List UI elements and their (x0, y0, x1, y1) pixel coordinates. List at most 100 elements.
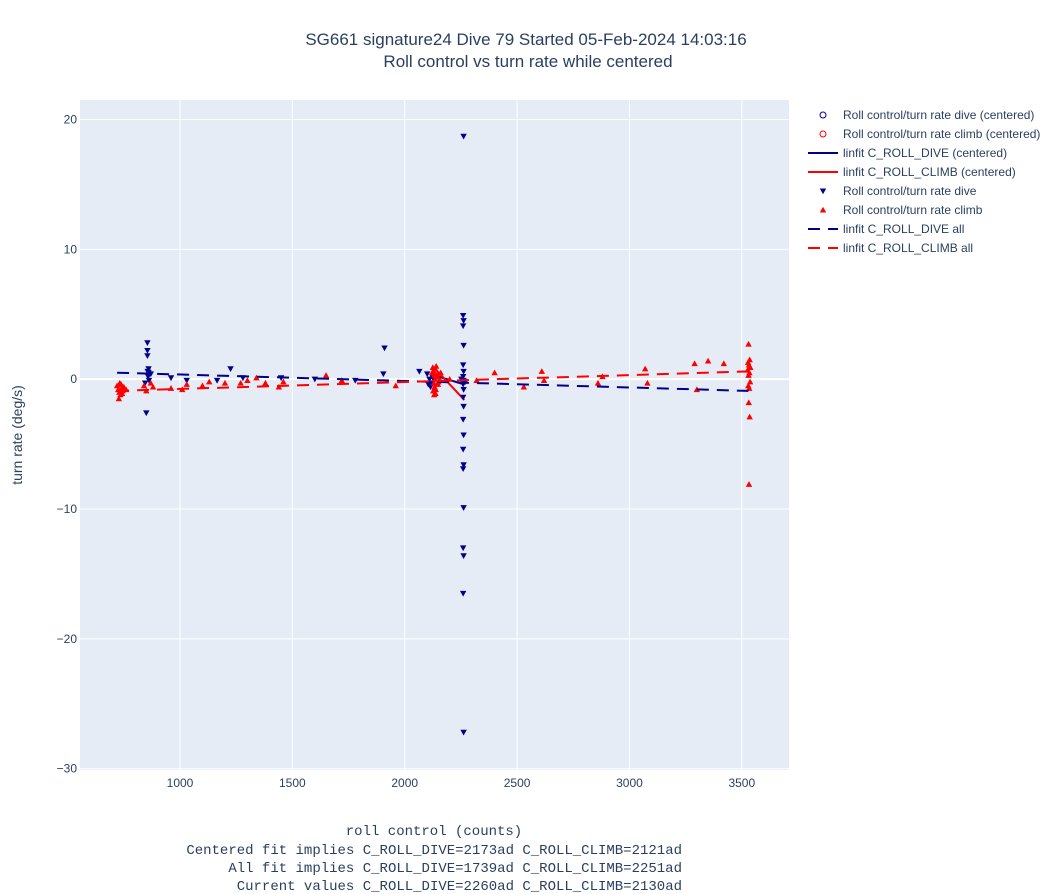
data-point (720, 360, 728, 367)
data-point (460, 505, 467, 511)
data-point (253, 374, 260, 381)
data-point (144, 353, 151, 359)
data-point (183, 377, 190, 384)
data-point (691, 360, 698, 367)
data-point (460, 368, 467, 375)
data-point (745, 340, 752, 347)
data-point (167, 385, 175, 391)
data-point (460, 462, 467, 469)
data-point (311, 376, 319, 383)
data-point (262, 379, 269, 386)
data-point (459, 323, 467, 330)
legend-item[interactable]: linfit C_ROLL_CLIMB all (808, 241, 973, 255)
data-point (460, 432, 467, 439)
legend-item[interactable]: linfit C_ROLL_DIVE all (808, 222, 964, 236)
data-point (423, 371, 431, 378)
data-point (460, 553, 467, 559)
grid-lines (80, 100, 789, 770)
data-point (460, 342, 467, 349)
data-point (416, 368, 423, 375)
data-point (144, 340, 151, 347)
x-axis-title: roll control (counts) (346, 824, 522, 840)
data-point (213, 377, 221, 384)
x-tick-label: 3500 (728, 776, 755, 790)
data-point (473, 377, 480, 384)
y-tick-label: 20 (64, 112, 78, 126)
data-point (147, 379, 154, 386)
series-7 (117, 370, 749, 392)
data-point (704, 357, 712, 364)
data-point (459, 545, 467, 552)
y-tick-label: −30 (57, 762, 78, 776)
data-point (237, 379, 244, 386)
data-point (460, 386, 467, 393)
data-point (380, 371, 387, 378)
x-axis-note-current-values: Current values C_ROLL_DIVE=2260ad C_ROLL… (237, 879, 682, 894)
data-point (147, 371, 154, 378)
data-point (426, 376, 433, 383)
data-point (459, 446, 467, 453)
data-point (540, 377, 548, 384)
y-tick-label: −10 (57, 502, 78, 516)
x-tick-label: 3000 (616, 776, 643, 790)
data-point (149, 383, 157, 390)
data-point (427, 384, 434, 391)
data-point (745, 399, 752, 406)
data-point (141, 380, 149, 387)
data-point (745, 372, 752, 378)
data-point (459, 362, 467, 369)
data-point (322, 372, 330, 378)
data-point (459, 466, 467, 472)
data-point (144, 348, 151, 354)
legend-label: linfit C_ROLL_DIVE (centered) (843, 146, 1007, 160)
data-point (693, 386, 701, 393)
legend-item[interactable]: Roll control/turn rate dive (819, 184, 977, 198)
y-tick-label: −20 (57, 632, 78, 646)
legend-label: Roll control/turn rate climb (843, 203, 983, 217)
legend-label: linfit C_ROLL_CLIMB all (843, 241, 973, 255)
data-point (117, 381, 125, 387)
data-point (167, 375, 175, 382)
data-point (520, 383, 528, 390)
legend-item[interactable]: linfit C_ROLL_CLIMB (centered) (808, 165, 1016, 179)
data-point (428, 369, 436, 376)
data-point (433, 373, 440, 380)
data-point (432, 362, 440, 369)
fit-line (117, 370, 749, 392)
y-tick-label: 0 (70, 372, 77, 386)
data-point (641, 365, 649, 372)
data-point (459, 394, 467, 401)
legend-swatch (819, 188, 827, 195)
x-tick-label: 2000 (391, 776, 418, 790)
plot-area (80, 100, 789, 770)
x-axis-note-all-fit: All fit implies C_ROLL_DIVE=1739ad C_ROL… (228, 861, 682, 877)
data-point (437, 369, 444, 376)
data-point (459, 416, 467, 423)
data-point (747, 364, 754, 371)
legend-item[interactable]: Roll control/turn rate dive (centered) (819, 108, 1034, 122)
data-point (434, 381, 442, 387)
legend-label: Roll control/turn rate dive (centered) (843, 108, 1034, 122)
data-point (460, 729, 467, 736)
axis-ticks: 1000 1500 2000 2500 3000 3500 −30 −20 −10 0 10 20 (57, 112, 756, 790)
legend-label: Roll control/turn rate climb (centered) (843, 127, 1040, 141)
data-point (206, 378, 213, 385)
data-point (183, 381, 190, 387)
data-point (392, 382, 399, 389)
data-point (144, 368, 151, 375)
legend-item[interactable]: linfit C_ROLL_DIVE (centered) (808, 146, 1007, 160)
data-point (432, 390, 439, 397)
legend: Roll control/turn rate dive (centered) Ro… (808, 108, 1040, 255)
data-point (491, 369, 498, 376)
data-point (745, 481, 753, 487)
legend-item[interactable]: Roll control/turn rate climb (centered) (819, 127, 1040, 141)
data-point (115, 395, 123, 402)
chart-subtitle: Roll control vs turn rate while centered (383, 52, 672, 71)
legend-swatch (819, 111, 827, 119)
data-point (199, 382, 206, 389)
legend-item[interactable]: Roll control/turn rate climb (819, 203, 983, 217)
data-point (460, 318, 467, 324)
data-point (432, 386, 439, 393)
data-point (538, 368, 546, 374)
